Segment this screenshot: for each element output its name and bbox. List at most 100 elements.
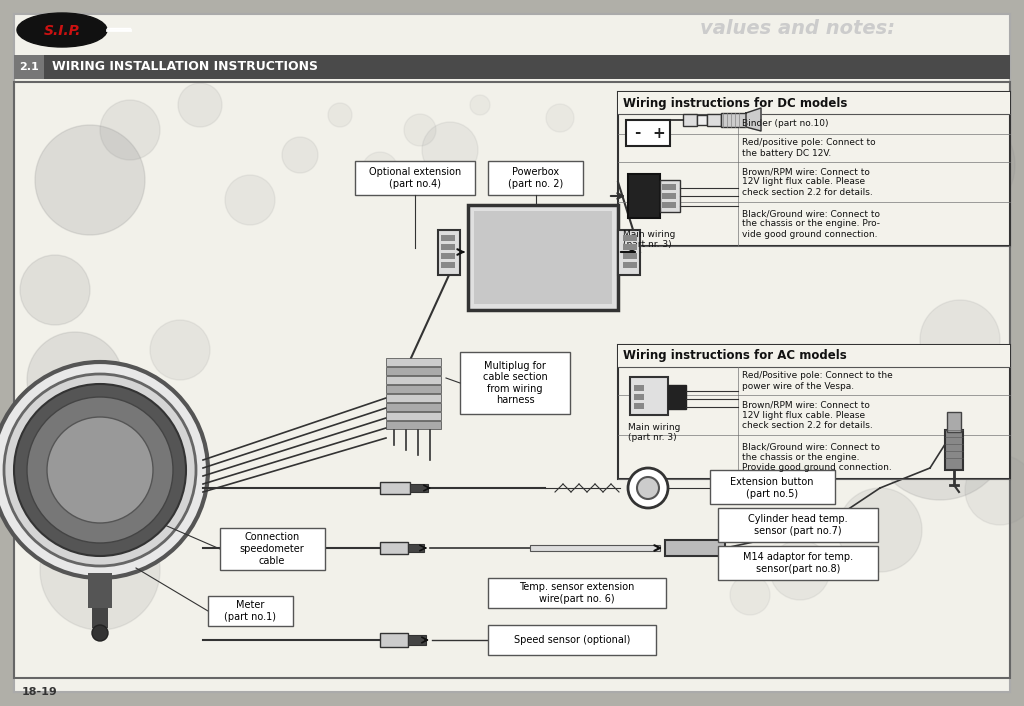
Bar (92, 608, 108, 628)
Circle shape (404, 114, 436, 146)
Circle shape (100, 420, 140, 460)
Circle shape (422, 122, 478, 178)
Text: Brown/RPM wire: Connect to
12V light flux cable. Please
check section 2.2 for de: Brown/RPM wire: Connect to 12V light flu… (742, 167, 872, 197)
Circle shape (100, 100, 160, 160)
Bar (441, 262, 455, 268)
Bar (355, 161, 475, 195)
Text: Extension button
(part no.5): Extension button (part no.5) (730, 477, 814, 499)
Text: Multiplug for
cable section
from wiring
harness: Multiplug for cable section from wiring … (482, 361, 548, 405)
Bar (441, 253, 455, 259)
Bar (488, 578, 666, 608)
Circle shape (637, 477, 659, 499)
Text: 18-19: 18-19 (22, 687, 57, 697)
Bar (386, 394, 441, 402)
Text: Red/positive pole: Connect to
the battery DC 12V.: Red/positive pole: Connect to the batter… (742, 138, 876, 157)
Circle shape (470, 95, 490, 115)
Circle shape (178, 83, 222, 127)
Bar (408, 544, 424, 552)
Bar (623, 235, 637, 241)
Bar (634, 385, 644, 391)
Circle shape (92, 625, 108, 641)
Bar (14, 82, 1010, 678)
Circle shape (35, 125, 145, 235)
Bar (618, 345, 1010, 479)
Circle shape (628, 468, 668, 508)
Bar (630, 377, 668, 415)
Bar (386, 358, 441, 366)
Bar (623, 262, 637, 268)
Bar (626, 120, 670, 146)
Circle shape (27, 332, 123, 428)
Text: Temp. sensor extension
wire(part no. 6): Temp. sensor extension wire(part no. 6) (519, 582, 635, 604)
Circle shape (27, 397, 173, 543)
Bar (947, 412, 961, 432)
Text: -: - (634, 126, 640, 140)
Text: values and notes:: values and notes: (700, 18, 895, 37)
Text: M14 adaptor for temp.
sensor(part no.8): M14 adaptor for temp. sensor(part no.8) (743, 552, 853, 574)
Bar (386, 385, 441, 393)
Circle shape (4, 374, 196, 566)
Circle shape (120, 460, 200, 540)
Bar (441, 244, 455, 250)
Bar (88, 573, 112, 608)
Bar (618, 92, 1010, 114)
Bar (474, 211, 612, 304)
Text: S.I.P.: S.I.P. (43, 24, 81, 38)
Bar (665, 540, 725, 556)
Bar (220, 528, 325, 570)
Text: Main wiring
(part nr. 3): Main wiring (part nr. 3) (628, 423, 680, 443)
Circle shape (20, 255, 90, 325)
Bar (386, 421, 441, 429)
Bar (14, 55, 44, 79)
Polygon shape (746, 108, 761, 131)
Bar (628, 174, 660, 218)
Text: Binder (part no.10): Binder (part no.10) (742, 119, 828, 128)
Circle shape (150, 320, 210, 380)
Circle shape (965, 455, 1024, 525)
Bar (662, 202, 676, 208)
Bar (707, 114, 721, 126)
Bar (618, 345, 1010, 367)
Bar (718, 508, 878, 542)
Bar (408, 635, 426, 645)
Text: Connection
speedometer
cable: Connection speedometer cable (240, 532, 304, 566)
Text: Optional extension
(part no.4): Optional extension (part no.4) (369, 167, 461, 189)
Bar (668, 385, 686, 409)
Bar (623, 253, 637, 259)
Bar (683, 114, 697, 126)
Text: Cylinder head temp.
sensor (part no.7): Cylinder head temp. sensor (part no.7) (749, 514, 848, 536)
Circle shape (328, 103, 352, 127)
Bar (634, 394, 644, 400)
Bar (618, 92, 1010, 246)
Circle shape (838, 488, 922, 572)
Bar (410, 484, 428, 492)
Bar (386, 367, 441, 375)
Bar (438, 230, 460, 275)
Text: WIRING INSTALLATION INSTRUCTIONS: WIRING INSTALLATION INSTRUCTIONS (52, 61, 318, 73)
Bar (697, 115, 707, 125)
Circle shape (14, 384, 186, 556)
Bar (14, 55, 1010, 79)
Bar (468, 205, 618, 310)
Ellipse shape (17, 13, 106, 47)
Bar (488, 625, 656, 655)
Circle shape (905, 110, 1015, 220)
Bar (386, 376, 441, 384)
Circle shape (282, 137, 318, 173)
Circle shape (920, 300, 1000, 380)
Bar (530, 545, 660, 551)
Bar (380, 482, 410, 494)
Text: Wiring instructions for DC models: Wiring instructions for DC models (623, 97, 848, 109)
Text: Black/Ground wire: Connect to
the chassis or the engine.
Provide good ground con: Black/Ground wire: Connect to the chassi… (742, 442, 892, 472)
Circle shape (40, 510, 160, 630)
Bar (721, 113, 746, 127)
Bar (662, 184, 676, 190)
Bar (208, 596, 293, 626)
Bar (380, 542, 408, 554)
Bar (386, 403, 441, 411)
Text: Speed sensor (optional): Speed sensor (optional) (514, 635, 630, 645)
Bar (710, 470, 835, 504)
Text: Main wiring
(part nr. 3): Main wiring (part nr. 3) (623, 230, 676, 249)
Bar (386, 412, 441, 420)
Circle shape (730, 575, 770, 615)
